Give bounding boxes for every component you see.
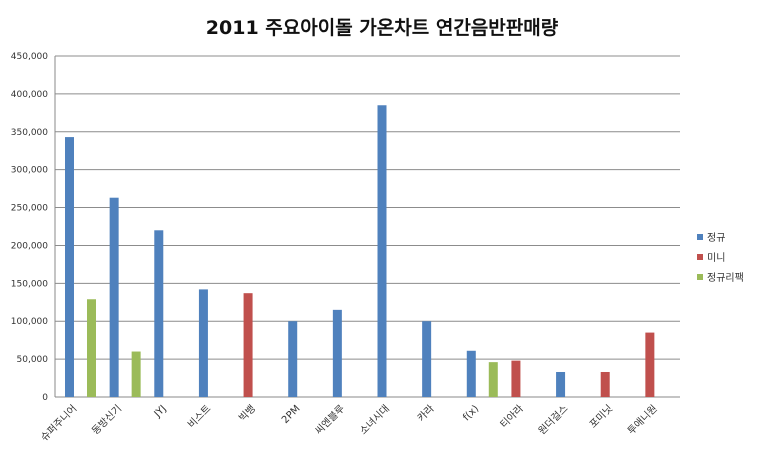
x-tick-label: 카라 bbox=[415, 403, 437, 425]
x-tick-label: 원더걸스 bbox=[535, 402, 570, 437]
x-tick-label: 슈퍼주니어 bbox=[38, 403, 79, 444]
y-tick-label: 200,000 bbox=[11, 241, 48, 251]
x-tick-label: 씨엔블루 bbox=[313, 403, 348, 438]
x-tick-label: 빅뱅 bbox=[237, 403, 259, 425]
legend-swatch bbox=[697, 254, 703, 260]
y-tick-label: 350,000 bbox=[11, 128, 48, 138]
bar-정규 bbox=[422, 321, 432, 397]
x-tick-label: 투애니원 bbox=[625, 403, 660, 438]
x-tick-label: 포미닛 bbox=[587, 403, 615, 431]
x-axis-labels: 슈퍼주니어 동방신기 JYJ 비스트 빅뱅 2PM 씨엔블루 소녀시대 카라 f(x) 티아라 원더걸… bbox=[38, 402, 659, 444]
bar-정규 bbox=[288, 321, 298, 397]
y-tick-label: 100,000 bbox=[11, 317, 48, 327]
bar-미니 bbox=[600, 371, 610, 397]
bar-정규 bbox=[198, 289, 208, 397]
x-tick-label: 2PM bbox=[280, 403, 303, 426]
y-tick-label: 300,000 bbox=[11, 166, 48, 176]
y-tick-label: 250,000 bbox=[11, 204, 48, 214]
y-tick-label: 0 bbox=[42, 393, 48, 403]
legend-label: 정규리팩 bbox=[707, 272, 744, 284]
bar-정규 bbox=[377, 105, 387, 397]
bar-정규리팩 bbox=[131, 351, 141, 397]
bar-정규 bbox=[65, 137, 74, 398]
gridlines bbox=[54, 55, 680, 398]
legend-swatch bbox=[697, 234, 703, 240]
legend-label: 정규 bbox=[707, 232, 725, 244]
bars bbox=[65, 105, 655, 398]
x-tick-label: 비스트 bbox=[185, 403, 213, 431]
x-tick-label: 티아라 bbox=[498, 403, 526, 431]
x-tick-label: f(x) bbox=[461, 403, 481, 423]
y-tick-label: 50,000 bbox=[17, 355, 49, 365]
y-tick-label: 150,000 bbox=[11, 279, 48, 289]
x-tick-label: JYJ bbox=[152, 403, 169, 420]
legend-label: 미니 bbox=[707, 252, 725, 264]
bar-정규리팩 bbox=[87, 299, 96, 397]
bar-정규 bbox=[154, 230, 164, 397]
bar-미니 bbox=[243, 293, 253, 397]
y-axis-ticks: 0 50,000 100,000 150,000 200,000 250,000 300,0… bbox=[11, 52, 48, 403]
bar-정규리팩 bbox=[488, 362, 498, 397]
bar-미니 bbox=[645, 332, 655, 397]
chart-title: 2011 주요아이돌 가온차트 연간음반판매량 bbox=[206, 17, 559, 39]
x-tick-label: 소녀시대 bbox=[357, 403, 392, 438]
bar-정규 bbox=[332, 309, 342, 397]
legend-swatch bbox=[697, 274, 703, 280]
y-tick-label: 450,000 bbox=[11, 52, 48, 62]
bar-미니 bbox=[511, 360, 521, 397]
bar-정규 bbox=[109, 197, 119, 397]
bar-정규 bbox=[556, 371, 566, 397]
x-tick-label: 동방신기 bbox=[90, 403, 125, 438]
y-tick-label: 400,000 bbox=[11, 90, 48, 100]
bar-정규 bbox=[466, 350, 476, 397]
